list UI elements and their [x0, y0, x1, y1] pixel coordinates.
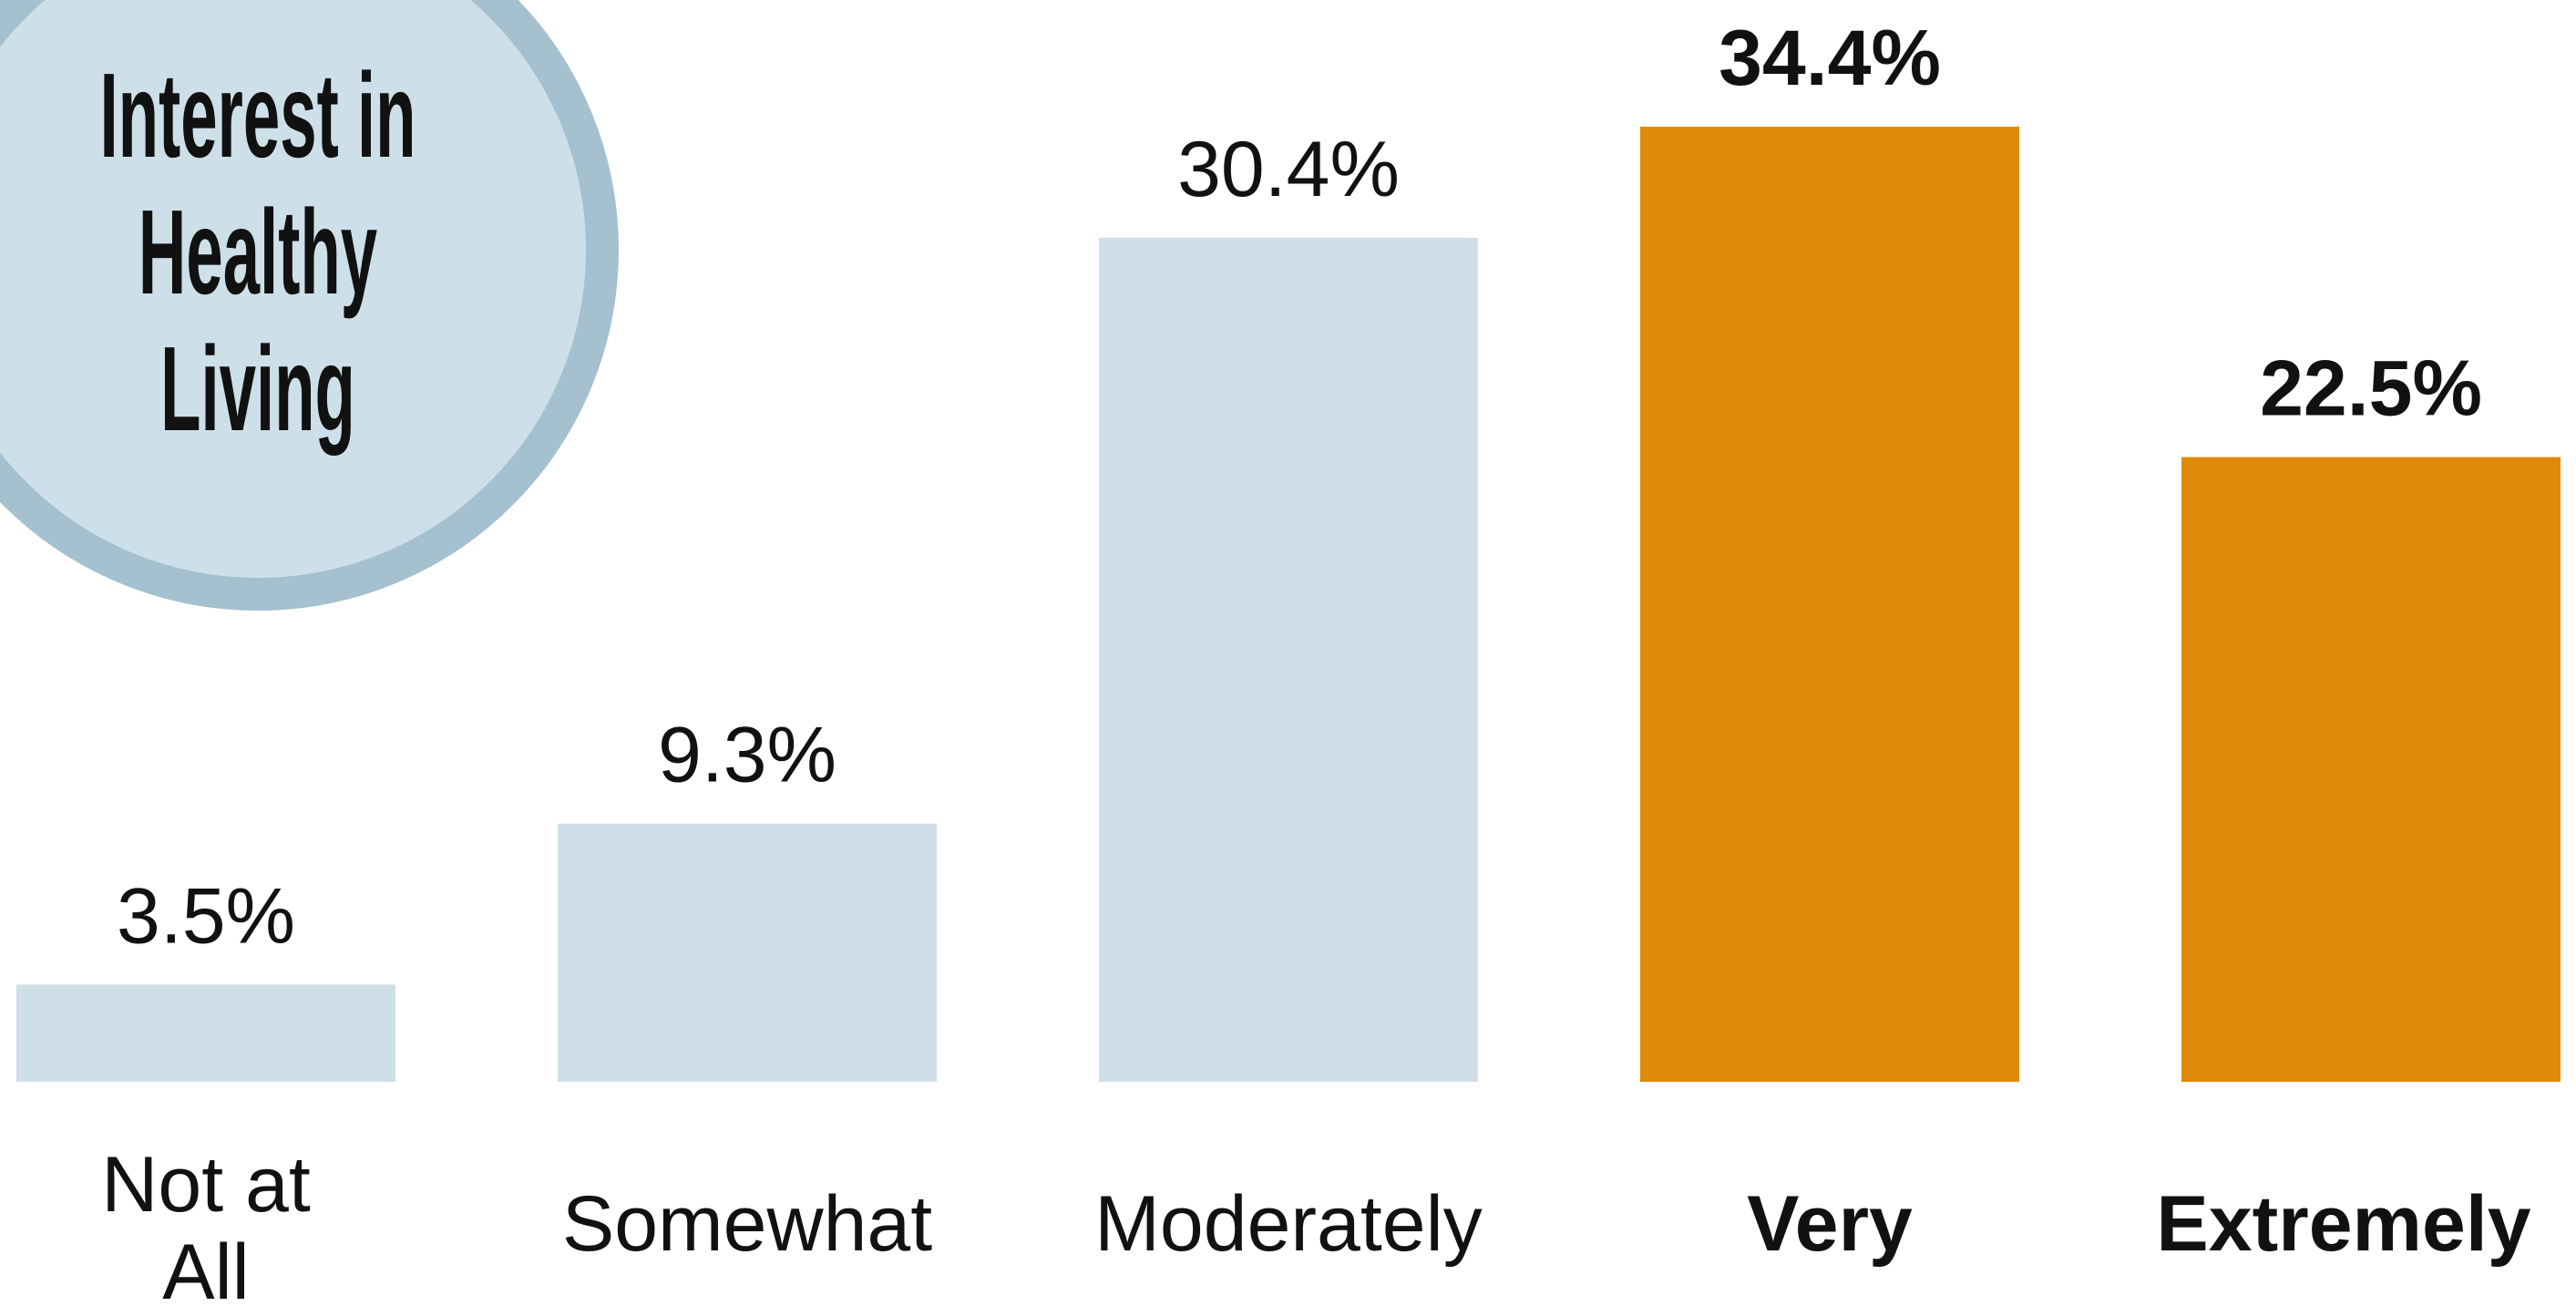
value-label: 34.4%	[1719, 15, 1941, 102]
value-label: 30.4%	[1177, 126, 1400, 213]
bar	[2181, 457, 2561, 1082]
value-label: 22.5%	[2260, 345, 2482, 433]
value-label: 9.3%	[658, 712, 836, 799]
category-label: Somewhat	[561, 1180, 933, 1268]
category-label: Not at All	[101, 1141, 311, 1306]
chart-title: Interest in Healthy Living	[99, 48, 416, 456]
bar	[1099, 237, 1478, 1082]
bar	[1640, 127, 2019, 1082]
category-label: Very	[1747, 1180, 1913, 1268]
bar	[558, 823, 937, 1082]
title-circle	[0, 0, 619, 611]
value-label: 3.5%	[117, 872, 295, 960]
bar	[16, 984, 395, 1082]
category-label: Extremely	[2156, 1180, 2531, 1268]
category-label: Moderately	[1094, 1180, 1483, 1268]
